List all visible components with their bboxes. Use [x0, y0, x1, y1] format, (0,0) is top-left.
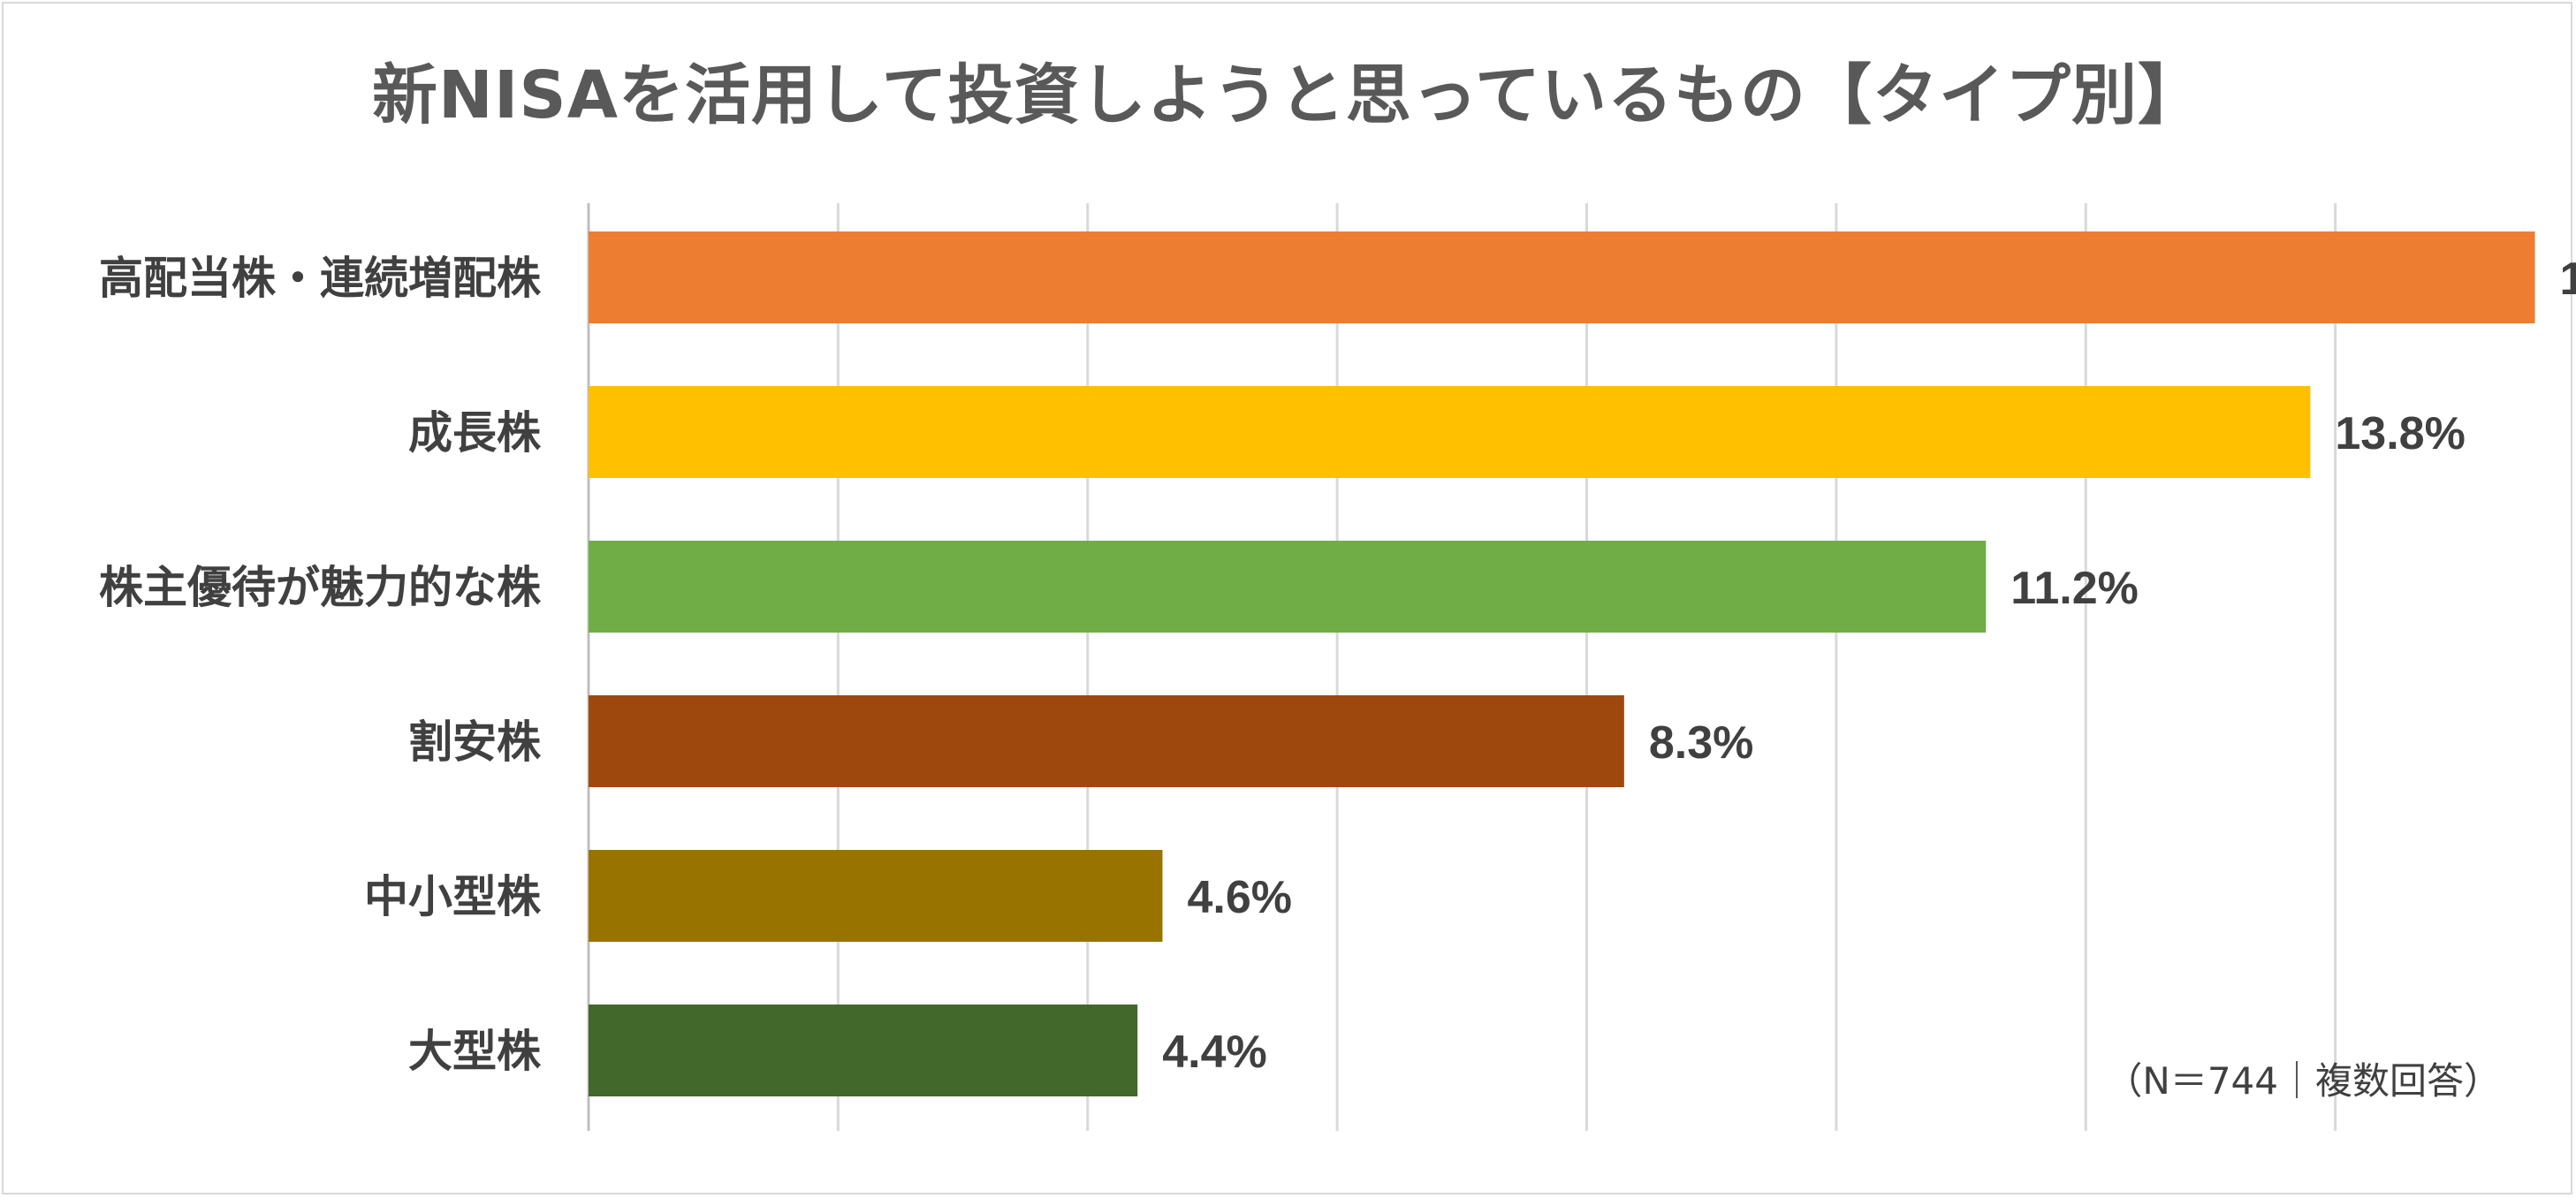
- bar: [589, 695, 1624, 787]
- bar: [589, 541, 1987, 633]
- bar: [589, 850, 1163, 942]
- data-label: 13.8%: [2335, 408, 2465, 459]
- bars: [589, 231, 2535, 1096]
- data-label: 15.6%: [2560, 254, 2576, 305]
- category-label: 株主優待が魅力的な株: [99, 562, 542, 613]
- sample-size-note: （N＝744｜複数回答）: [2105, 1059, 2501, 1103]
- data-label: 11.2%: [2010, 563, 2139, 614]
- category-label: 高配当株・連続増配株: [99, 253, 542, 304]
- data-label: 4.4%: [1162, 1027, 1267, 1078]
- category-label: 大型株: [408, 1026, 542, 1077]
- category-label: 中小型株: [364, 871, 542, 922]
- category-label: 成長株: [408, 407, 542, 459]
- chart-title: 新NISAを活用して投資しようと思っているもの【タイプ別】: [371, 57, 2205, 133]
- data-label: 4.6%: [1187, 872, 1292, 923]
- gridlines: [587, 203, 2337, 1131]
- bar: [589, 1005, 1138, 1096]
- bar: [589, 231, 2535, 323]
- value-labels: 15.6% 13.8% 11.2% 8.3% 4.6% 4.4%: [1162, 254, 2576, 1078]
- data-label: 8.3%: [1649, 717, 1754, 769]
- bar: [589, 386, 2311, 478]
- category-label: 割安株: [408, 717, 542, 768]
